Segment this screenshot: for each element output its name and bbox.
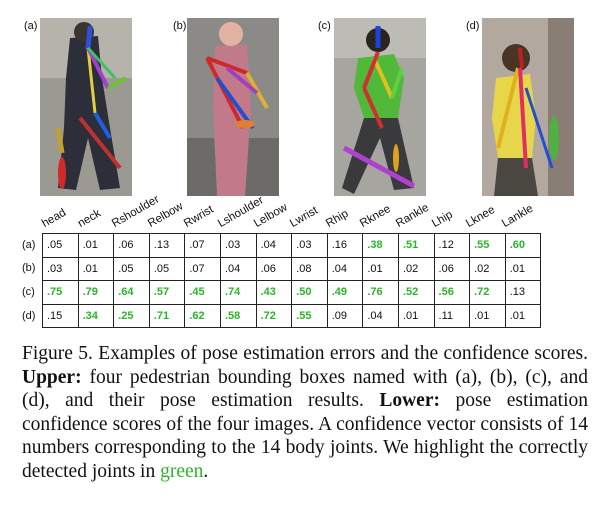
score-cell: .04 <box>219 256 257 281</box>
joint-header-lwrist: Lwrist <box>288 204 321 230</box>
score-cell: .72 <box>255 303 293 328</box>
row-label-d: (d) <box>22 310 36 322</box>
score-cell: .79 <box>77 280 115 305</box>
score-cell: .38 <box>362 233 399 258</box>
pedestrian-image-a <box>40 18 132 196</box>
joint-header-rankle: Rankle <box>394 201 432 230</box>
joint-header-rhip: Rhip <box>324 207 351 230</box>
score-cell: .05 <box>42 233 79 258</box>
caption-lower-label: Lower: <box>379 390 440 411</box>
score-cell: .34 <box>77 303 115 328</box>
row-label-c: (c) <box>22 286 35 298</box>
score-cell: .25 <box>113 303 150 328</box>
score-cell: .05 <box>148 256 186 281</box>
joint-header-rwrist: Rwrist <box>182 203 216 230</box>
score-cell: .60 <box>504 233 542 258</box>
confidence-score-table: .05.01.06.13.07.03.04.03.16.38.51.12.55.… <box>42 233 542 328</box>
score-cell: .01 <box>469 303 506 328</box>
score-cell: .01 <box>362 256 399 281</box>
joint-header-rknee: Rknee <box>358 202 393 230</box>
score-cell: .43 <box>255 280 293 305</box>
score-cell: .62 <box>184 303 221 328</box>
score-cell: .74 <box>219 280 257 305</box>
score-cell: .55 <box>469 233 506 258</box>
score-cell: .07 <box>184 233 221 258</box>
score-cell: .72 <box>469 280 506 305</box>
row-label-a: (a) <box>22 239 36 251</box>
score-cell: .49 <box>326 280 364 305</box>
score-cell: .57 <box>148 280 186 305</box>
panel-label-a: (a) <box>24 20 38 32</box>
score-cell: .50 <box>291 280 328 305</box>
table-row: .75.79.64.57.45.74.43.50.49.76.52.56.72.… <box>42 280 542 305</box>
score-cell: .08 <box>291 256 328 281</box>
caption-lower-text: pose estimation confidence scores of the… <box>22 390 588 482</box>
joint-header-lhip: Lhip <box>430 208 455 230</box>
score-cell: .07 <box>184 256 221 281</box>
score-cell: .01 <box>77 233 115 258</box>
caption-green-word: green <box>160 460 204 482</box>
joint-header-lknee: Lknee <box>464 203 498 230</box>
score-cell: .16 <box>326 233 364 258</box>
score-cell: .03 <box>219 233 257 258</box>
table-row: .15.34.25.71.62.58.72.55.09.04.01.11.01.… <box>42 303 542 328</box>
score-cell: .13 <box>148 233 186 258</box>
score-cell: .76 <box>362 280 399 305</box>
joint-header-neck: neck <box>76 207 104 230</box>
score-cell: .01 <box>504 256 542 281</box>
score-cell: .56 <box>433 280 471 305</box>
score-cell: .64 <box>113 280 150 305</box>
score-cell: .04 <box>362 303 399 328</box>
panel-label-b: (b) <box>173 20 187 32</box>
pedestrian-image-c <box>334 18 426 196</box>
score-cell: .05 <box>113 256 150 281</box>
score-cell: .51 <box>397 233 435 258</box>
score-cell: .03 <box>291 233 328 258</box>
score-cell: .04 <box>326 256 364 281</box>
score-cell: .03 <box>42 256 79 281</box>
pedestrian-image-b <box>187 18 279 196</box>
score-cell: .01 <box>397 303 435 328</box>
score-cell: .02 <box>397 256 435 281</box>
score-cell: .09 <box>326 303 364 328</box>
score-cell: .01 <box>504 303 542 328</box>
figure-caption: Figure 5. Examples of pose estimation er… <box>22 342 588 483</box>
caption-upper-label: Upper: <box>22 366 82 388</box>
panel-label-d: (d) <box>466 20 480 32</box>
score-cell: .11 <box>433 303 471 328</box>
row-label-b: (b) <box>22 262 36 274</box>
caption-suffix: . <box>203 460 209 482</box>
caption-prefix: Figure 5. Examples of pose estimation er… <box>22 343 588 364</box>
score-cell: .01 <box>77 256 115 281</box>
panel-label-c: (c) <box>318 20 331 32</box>
score-cell: .45 <box>184 280 221 305</box>
table-row: .03.01.05.05.07.04.06.08.04.01.02.06.02.… <box>42 256 542 281</box>
score-cell: .55 <box>291 303 328 328</box>
score-cell: .06 <box>433 256 471 281</box>
score-cell: .52 <box>397 280 435 305</box>
joint-header-lankle: Lankle <box>500 202 536 230</box>
table-row: .05.01.06.13.07.03.04.03.16.38.51.12.55.… <box>42 233 542 258</box>
score-cell: .13 <box>504 280 542 305</box>
score-cell: .06 <box>255 256 293 281</box>
joint-header-head: head <box>40 206 69 230</box>
score-cell: .12 <box>433 233 471 258</box>
score-cell: .02 <box>469 256 506 281</box>
score-cell: .75 <box>42 280 79 305</box>
score-cell: .04 <box>255 233 293 258</box>
score-cell: .06 <box>113 233 150 258</box>
score-cell: .58 <box>219 303 257 328</box>
score-cell: .71 <box>148 303 186 328</box>
pedestrian-image-d <box>482 18 574 196</box>
caption-upper-text: four pedestrian bounding boxes named wit… <box>22 366 588 412</box>
score-cell: .15 <box>42 303 79 328</box>
